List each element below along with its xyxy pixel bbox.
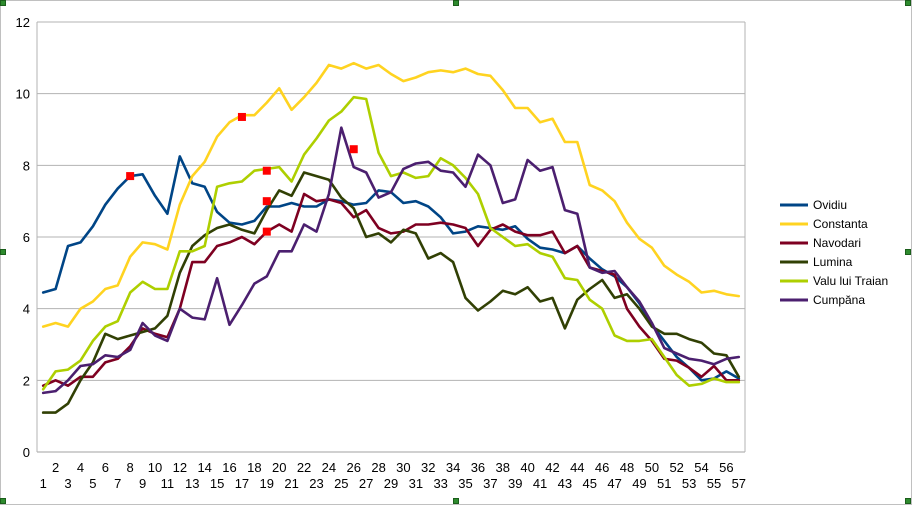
x-tick-label: 27	[359, 476, 373, 491]
y-tick-label: 6	[23, 230, 30, 245]
x-tick-label: 5	[89, 476, 96, 491]
legend: Ovidiu Constanta Navodari Lumina Valu lui Tr…	[780, 198, 888, 307]
x-tick-label: 12	[173, 460, 187, 475]
x-tick-label: 42	[545, 460, 559, 475]
x-tick-label: 50	[645, 460, 659, 475]
x-tick-label: 30	[396, 460, 410, 475]
x-tick-label: 9	[139, 476, 146, 491]
x-tick-label: 20	[272, 460, 286, 475]
resize-handle-middle-right[interactable]	[905, 249, 911, 255]
resize-handle-top-left[interactable]	[0, 0, 6, 6]
data-marker	[262, 166, 271, 175]
legend-label: Lumina	[813, 255, 853, 269]
x-tick-label: 21	[284, 476, 298, 491]
x-tick-label: 51	[657, 476, 671, 491]
x-tick-label: 31	[409, 476, 423, 491]
series-line-4	[41, 171, 741, 414]
legend-label: Cumpăna	[813, 293, 865, 307]
x-tick-label: 48	[620, 460, 634, 475]
y-tick-label: 10	[16, 87, 30, 102]
series-line-6	[41, 126, 741, 395]
x-tick-label: 39	[508, 476, 522, 491]
legend-label: Navodari	[813, 236, 861, 250]
x-tick-label: 17	[235, 476, 249, 491]
data-marker	[237, 112, 246, 121]
y-tick-label: 8	[23, 158, 30, 173]
resize-handle-top-right[interactable]	[905, 0, 911, 6]
x-tick-label: 8	[127, 460, 134, 475]
y-tick-label: 4	[23, 302, 30, 317]
y-tick-label: 12	[16, 15, 30, 30]
data-marker	[126, 172, 135, 181]
gridlines	[36, 21, 746, 453]
x-tick-label: 54	[694, 460, 708, 475]
resize-handle-bottom-left[interactable]	[0, 498, 6, 504]
resize-handle-middle-left[interactable]	[0, 249, 6, 255]
x-tick-label: 34	[446, 460, 460, 475]
x-tick-label: 11	[161, 476, 175, 491]
x-tick-label: 28	[371, 460, 385, 475]
x-tick-label: 13	[185, 476, 199, 491]
series-line-5	[41, 95, 741, 391]
data-series	[41, 61, 741, 414]
x-tick-label: 7	[114, 476, 121, 491]
resize-handle-bottom-right[interactable]	[905, 498, 911, 504]
y-tick-label: 2	[23, 373, 30, 388]
series-line-2	[41, 61, 741, 328]
x-tick-label: 56	[719, 460, 733, 475]
x-tick-label: 18	[247, 460, 261, 475]
x-tick-label: 47	[607, 476, 621, 491]
x-tick-label: 2	[52, 460, 59, 475]
data-marker	[262, 197, 271, 206]
x-tick-label: 25	[334, 476, 348, 491]
data-marker	[262, 227, 271, 236]
resize-handle-top-middle[interactable]	[453, 0, 459, 6]
x-tick-label: 41	[533, 476, 547, 491]
x-tick-label: 33	[433, 476, 447, 491]
resize-handle-bottom-middle[interactable]	[453, 498, 459, 504]
legend-label: Ovidiu	[813, 198, 847, 212]
x-tick-label: 43	[558, 476, 572, 491]
x-tick-label: 35	[458, 476, 472, 491]
highlight-markers	[126, 112, 358, 236]
y-tick-label: 0	[23, 445, 30, 460]
x-tick-label: 16	[222, 460, 236, 475]
x-axis-tick-labels: 1234567891011121314151617181920212223242…	[40, 460, 746, 491]
x-tick-label: 32	[421, 460, 435, 475]
x-tick-label: 53	[682, 476, 696, 491]
x-tick-label: 3	[64, 476, 71, 491]
x-tick-label: 10	[148, 460, 162, 475]
x-tick-label: 19	[260, 476, 274, 491]
legend-label: Valu lui Traian	[813, 274, 888, 288]
x-tick-label: 40	[520, 460, 534, 475]
x-tick-label: 23	[309, 476, 323, 491]
x-tick-label: 29	[384, 476, 398, 491]
x-tick-label: 36	[471, 460, 485, 475]
x-tick-label: 45	[583, 476, 597, 491]
y-axis-tick-labels: 0 2 4 6 8 10 12	[16, 15, 30, 460]
x-tick-label: 57	[732, 476, 746, 491]
x-tick-label: 22	[297, 460, 311, 475]
series-line-3	[41, 192, 741, 388]
x-tick-label: 26	[347, 460, 361, 475]
x-tick-label: 1	[40, 476, 47, 491]
x-tick-label: 38	[496, 460, 510, 475]
x-tick-label: 37	[483, 476, 497, 491]
data-marker	[349, 145, 358, 154]
x-tick-label: 46	[595, 460, 609, 475]
x-tick-label: 14	[197, 460, 211, 475]
x-tick-label: 4	[77, 460, 84, 475]
x-tick-label: 44	[570, 460, 584, 475]
x-tick-label: 24	[322, 460, 336, 475]
x-tick-label: 55	[707, 476, 721, 491]
legend-label: Constanta	[813, 217, 868, 231]
x-tick-label: 49	[632, 476, 646, 491]
x-tick-label: 6	[102, 460, 109, 475]
x-tick-label: 15	[210, 476, 224, 491]
x-tick-label: 52	[669, 460, 683, 475]
